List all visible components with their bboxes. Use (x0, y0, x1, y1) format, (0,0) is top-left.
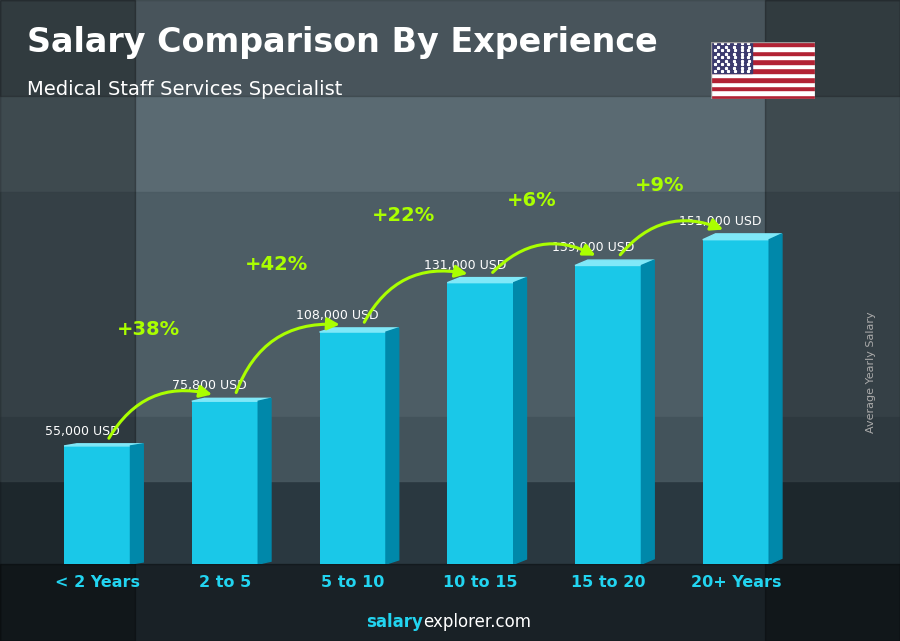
Bar (64, 446, 130, 564)
Bar (711, 42, 814, 46)
Text: 55,000 USD: 55,000 USD (45, 425, 120, 438)
Polygon shape (514, 278, 526, 564)
Bar (447, 283, 514, 564)
Bar (711, 81, 814, 86)
Polygon shape (258, 398, 271, 564)
Text: +9%: +9% (634, 176, 684, 195)
Bar (711, 86, 814, 90)
Bar (711, 51, 814, 55)
Text: Salary Comparison By Experience: Salary Comparison By Experience (27, 26, 658, 58)
Text: 108,000 USD: 108,000 USD (296, 309, 379, 322)
Bar (0, 192, 900, 481)
Bar (320, 332, 386, 564)
Bar (765, 0, 900, 641)
Bar (0, 0, 900, 96)
Polygon shape (575, 260, 654, 265)
Polygon shape (447, 278, 526, 283)
Text: 151,000 USD: 151,000 USD (680, 215, 762, 228)
Bar (711, 72, 814, 77)
Bar (711, 64, 814, 69)
Polygon shape (130, 444, 143, 564)
Bar (0, 417, 900, 641)
Bar (711, 69, 814, 72)
Polygon shape (770, 234, 782, 564)
Text: 139,000 USD: 139,000 USD (552, 241, 634, 254)
Bar (711, 60, 814, 64)
Bar (711, 90, 814, 95)
Polygon shape (64, 444, 143, 446)
Text: +6%: +6% (507, 190, 556, 210)
Text: +22%: +22% (373, 206, 436, 224)
Bar (575, 265, 642, 564)
Polygon shape (192, 398, 271, 401)
Bar (192, 401, 258, 564)
Text: Medical Staff Services Specialist: Medical Staff Services Specialist (27, 80, 342, 99)
Bar (711, 77, 814, 81)
Bar (711, 46, 814, 51)
Text: explorer.com: explorer.com (423, 613, 531, 631)
Text: Average Yearly Salary: Average Yearly Salary (866, 311, 877, 433)
Bar (0, 0, 900, 417)
Polygon shape (386, 328, 399, 564)
Text: +38%: +38% (117, 319, 180, 338)
Bar (703, 240, 770, 564)
Bar (711, 95, 814, 99)
Bar (0, 0, 135, 641)
Polygon shape (703, 234, 782, 240)
Bar (711, 42, 752, 72)
Text: 131,000 USD: 131,000 USD (424, 258, 507, 272)
Polygon shape (320, 328, 399, 332)
Bar (0, 564, 900, 641)
Text: 75,800 USD: 75,800 USD (172, 379, 247, 392)
Polygon shape (642, 260, 654, 564)
Text: +42%: +42% (245, 255, 308, 274)
Text: salary: salary (366, 613, 423, 631)
Bar (711, 55, 814, 60)
